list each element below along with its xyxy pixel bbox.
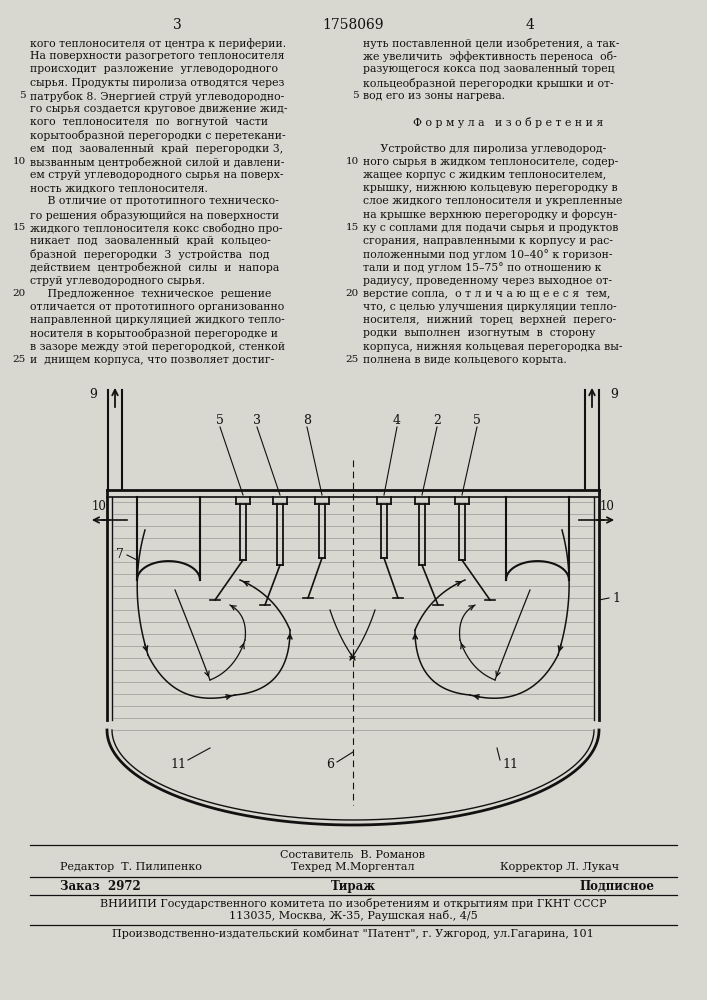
Text: полнена в виде кольцевого корыта.: полнена в виде кольцевого корыта. [363, 355, 567, 365]
Text: На поверхности разогретого теплоносителя: На поверхности разогретого теплоносителя [30, 51, 284, 61]
Text: 1: 1 [612, 591, 620, 604]
Text: 2: 2 [433, 414, 441, 426]
Text: 5: 5 [216, 414, 224, 426]
Text: кого теплоносителя от центра к периферии.: кого теплоносителя от центра к периферии… [30, 38, 286, 49]
Text: 25: 25 [13, 355, 26, 364]
Text: на крышке верхнюю перегородку и форсун-: на крышке верхнюю перегородку и форсун- [363, 210, 617, 220]
Text: радиусу, проведенному через выходное от-: радиусу, проведенному через выходное от- [363, 276, 612, 286]
Text: слое жидкого теплоносителя и укрепленные: слое жидкого теплоносителя и укрепленные [363, 196, 622, 206]
Text: 6: 6 [326, 758, 334, 772]
Text: верстие сопла,  о т л и ч а ю щ е е с я  тем,: верстие сопла, о т л и ч а ю щ е е с я т… [363, 289, 610, 299]
Text: действием  центробежной  силы  и  напора: действием центробежной силы и напора [30, 262, 279, 273]
Text: го решения образующийся на поверхности: го решения образующийся на поверхности [30, 210, 279, 221]
Text: 25: 25 [346, 355, 359, 364]
Text: крышку, нижнюю кольцевую перегородку в: крышку, нижнюю кольцевую перегородку в [363, 183, 618, 193]
Text: 113035, Москва, Ж-35, Раушская наб., 4/5: 113035, Москва, Ж-35, Раушская наб., 4/5 [228, 910, 477, 921]
Text: 20: 20 [346, 289, 359, 298]
Text: 3: 3 [253, 414, 261, 426]
Text: Предложенное  техническое  решение: Предложенное техническое решение [30, 289, 271, 299]
Text: Производственно-издательский комбинат "Патент", г. Ужгород, ул.Гагарина, 101: Производственно-издательский комбинат "П… [112, 928, 594, 939]
Text: 10: 10 [92, 499, 107, 512]
Text: разующегося кокса под заоваленный торец: разующегося кокса под заоваленный торец [363, 64, 614, 74]
Text: нуть поставленной цели изобретения, а так-: нуть поставленной цели изобретения, а та… [363, 38, 619, 49]
Text: ВНИИПИ Государственного комитета по изобретениям и открытиям при ГКНТ СССР: ВНИИПИ Государственного комитета по изоб… [100, 898, 606, 909]
Text: 15: 15 [13, 223, 26, 232]
Text: патрубок 8. Энергией струй углеводородно-: патрубок 8. Энергией струй углеводородно… [30, 91, 284, 102]
Text: бразной  перегородки  3  устройства  под: бразной перегородки 3 устройства под [30, 249, 269, 260]
Text: отличается от прототипного организованно: отличается от прототипного организованно [30, 302, 284, 312]
Text: 11: 11 [170, 758, 186, 772]
Text: кольцеобразной перегородки крышки и от-: кольцеобразной перегородки крышки и от- [363, 78, 614, 89]
Text: 15: 15 [346, 223, 359, 232]
Text: ность жидкого теплоносителя.: ность жидкого теплоносителя. [30, 183, 208, 193]
Text: жащее корпус с жидким теплоносителем,: жащее корпус с жидким теплоносителем, [363, 170, 606, 180]
Text: 11: 11 [502, 758, 518, 772]
Text: 3: 3 [173, 18, 182, 32]
Text: 5: 5 [473, 414, 481, 426]
Text: В отличие от прототипного техническо-: В отличие от прототипного техническо- [30, 196, 279, 206]
Text: го сырья создается круговое движение жид-: го сырья создается круговое движение жид… [30, 104, 288, 114]
Text: носителя,  нижний  торец  верхней  перего-: носителя, нижний торец верхней перего- [363, 315, 616, 325]
Text: 5: 5 [19, 91, 26, 100]
Text: и  днищем корпуса, что позволяет достиг-: и днищем корпуса, что позволяет достиг- [30, 355, 274, 365]
Text: Ф о р м у л а   и з о б р е т е н и я: Ф о р м у л а и з о б р е т е н и я [378, 117, 603, 128]
Text: ку с соплами для подачи сырья и продуктов: ку с соплами для подачи сырья и продукто… [363, 223, 619, 233]
Text: 9: 9 [610, 388, 618, 401]
Text: Подписное: Подписное [580, 880, 655, 893]
Text: Корректор Л. Лукач: Корректор Л. Лукач [500, 862, 619, 872]
Text: жидкого теплоносителя кокс свободно про-: жидкого теплоносителя кокс свободно про- [30, 223, 283, 234]
Text: Устройство для пиролиза углеводород-: Устройство для пиролиза углеводород- [363, 144, 606, 154]
Text: ем струй углеводородного сырья на поверх-: ем струй углеводородного сырья на поверх… [30, 170, 284, 180]
Text: положенными под углом 10–40° к горизон-: положенными под углом 10–40° к горизон- [363, 249, 612, 260]
Text: в зазоре между этой перегородкой, стенкой: в зазоре между этой перегородкой, стенко… [30, 342, 285, 352]
Text: 10: 10 [13, 157, 26, 166]
Text: Заказ  2972: Заказ 2972 [60, 880, 141, 893]
Text: кого  теплоносителя  по  вогнутой  части: кого теплоносителя по вогнутой части [30, 117, 268, 127]
Text: вод его из зоны нагрева.: вод его из зоны нагрева. [363, 91, 505, 101]
Text: Тираж: Тираж [330, 880, 375, 893]
Text: 4: 4 [525, 18, 534, 32]
Text: 9: 9 [89, 388, 97, 401]
Text: происходит  разложение  углеводородного: происходит разложение углеводородного [30, 64, 278, 74]
Text: ного сырья в жидком теплоносителе, содер-: ного сырья в жидком теплоносителе, содер… [363, 157, 618, 167]
Text: сырья. Продукты пиролиза отводятся через: сырья. Продукты пиролиза отводятся через [30, 78, 284, 88]
Text: вызванным центробежной силой и давлени-: вызванным центробежной силой и давлени- [30, 157, 284, 168]
Text: ем  под  заоваленный  край  перегородки 3,: ем под заоваленный край перегородки 3, [30, 144, 284, 154]
Text: тали и под углом 15–75° по отношению к: тали и под углом 15–75° по отношению к [363, 262, 602, 273]
Text: 4: 4 [393, 414, 401, 426]
Text: что, с целью улучшения циркуляции тепло-: что, с целью улучшения циркуляции тепло- [363, 302, 617, 312]
Text: корытообразной перегородки с перетекани-: корытообразной перегородки с перетекани- [30, 130, 286, 141]
Text: сгорания, направленными к корпусу и рас-: сгорания, направленными к корпусу и рас- [363, 236, 613, 246]
Text: же увеличить  эффективность переноса  об-: же увеличить эффективность переноса об- [363, 51, 617, 62]
Text: Техред М.Моргентал: Техред М.Моргентал [291, 862, 415, 872]
Text: 1758069: 1758069 [322, 18, 384, 32]
Text: родки  выполнен  изогнутым  в  сторону: родки выполнен изогнутым в сторону [363, 328, 595, 338]
Text: никает  под  заоваленный  край  кольцео-: никает под заоваленный край кольцео- [30, 236, 271, 246]
Text: 7: 7 [116, 548, 124, 562]
Text: 8: 8 [303, 414, 311, 426]
Text: 10: 10 [600, 499, 614, 512]
Text: струй углеводородного сырья.: струй углеводородного сырья. [30, 276, 205, 286]
Text: 5: 5 [352, 91, 359, 100]
Text: Редактор  Т. Пилипенко: Редактор Т. Пилипенко [60, 862, 202, 872]
Text: 10: 10 [346, 157, 359, 166]
Text: 20: 20 [13, 289, 26, 298]
Text: направленной циркуляцией жидкого тепло-: направленной циркуляцией жидкого тепло- [30, 315, 285, 325]
Text: корпуса, нижняя кольцевая перегородка вы-: корпуса, нижняя кольцевая перегородка вы… [363, 342, 622, 352]
Text: носителя в корытообразной перегородке и: носителя в корытообразной перегородке и [30, 328, 278, 339]
Text: Составитель  В. Романов: Составитель В. Романов [281, 850, 426, 860]
